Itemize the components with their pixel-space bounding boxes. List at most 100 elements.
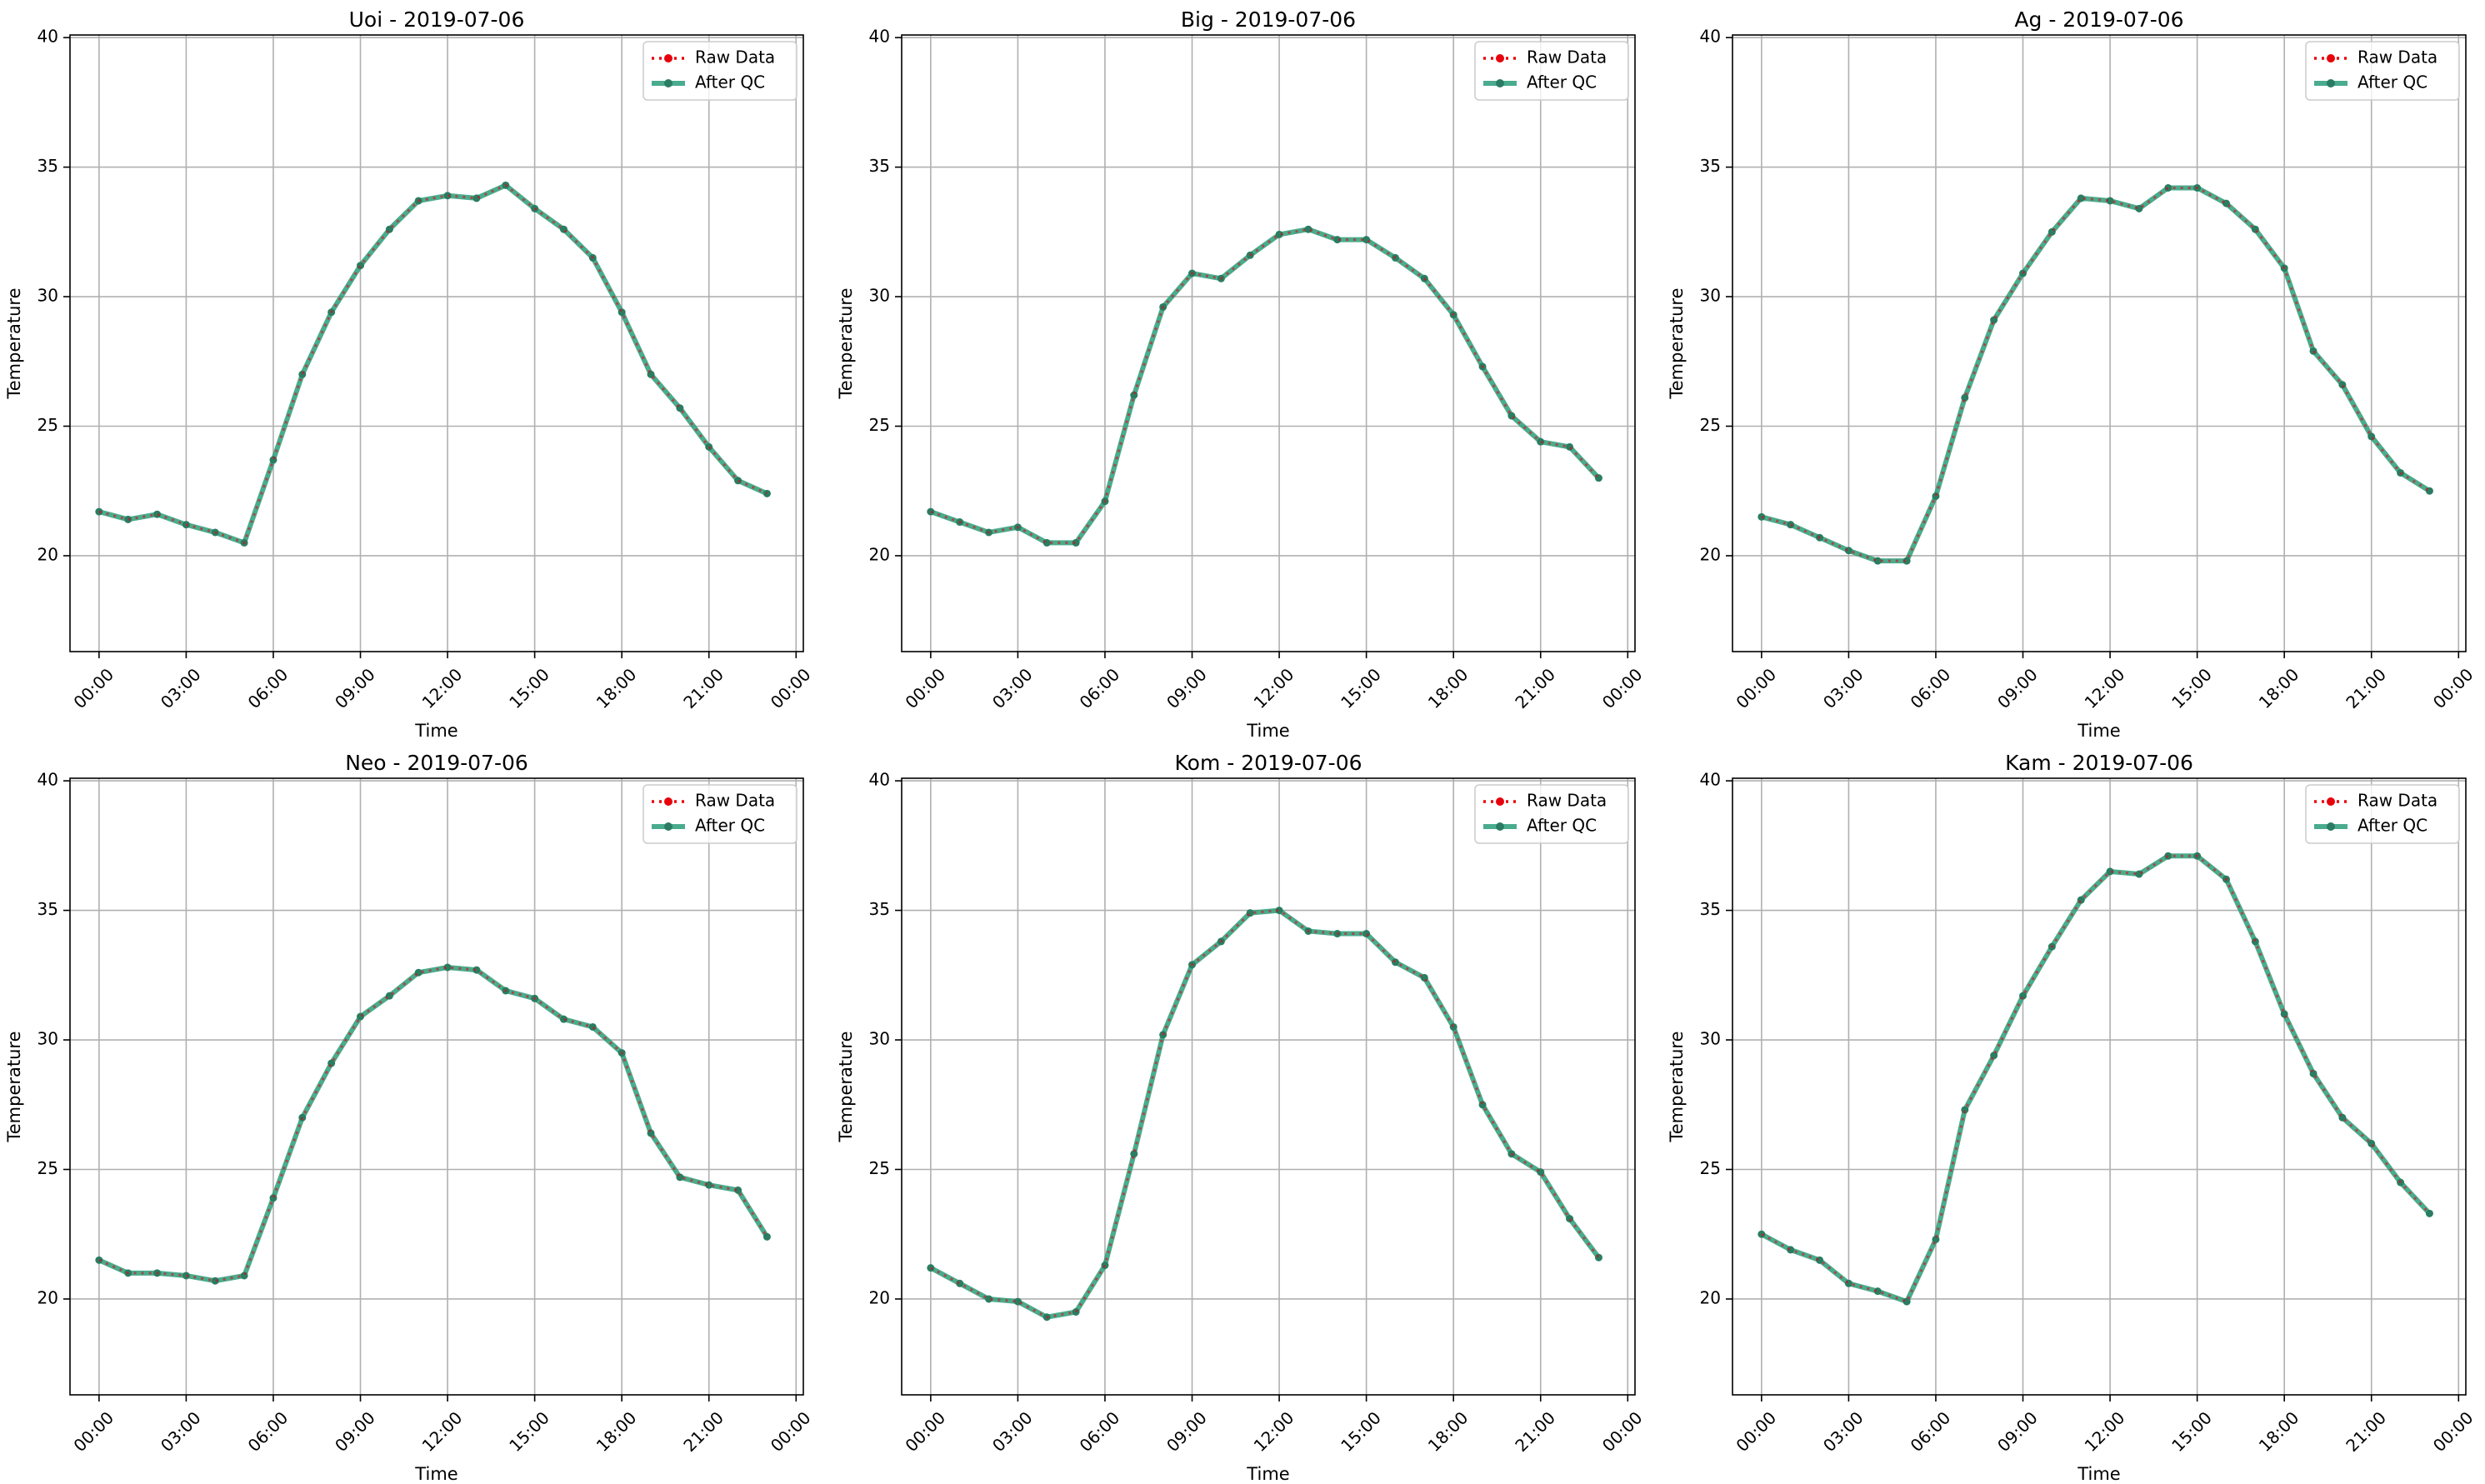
chart-6-series-after-qc-line	[1760, 853, 2432, 1305]
chart-5-legend-qc-marker	[1496, 822, 1504, 831]
chart-5-xtick-label: 06:00	[1076, 1407, 1124, 1456]
chart-6-xtick-label: 18:00	[2255, 1407, 2303, 1456]
chart-4-after-qc-point	[472, 966, 481, 974]
chart-6-xtick-label: 00:00	[1732, 1407, 1780, 1456]
chart-5-after-qc-point	[985, 1295, 993, 1303]
chart-3-panel: 00:00 03:00 06:00 09:00 12:00 15:00 18:00 21:00…	[1667, 7, 2478, 741]
chart-4-xtick-label: 00:00	[69, 1407, 118, 1456]
chart-2-title: Big - 2019-07-06	[1181, 7, 1356, 32]
chart-4-ytick-label: 40	[38, 770, 58, 790]
chart-6-x-axis-label: Time	[2077, 1464, 2120, 1484]
chart-3-xtick-label: 03:00	[1819, 664, 1868, 712]
chart-2-xtick-label: 09:00	[1162, 664, 1211, 712]
chart-6-after-qc-point	[2425, 1209, 2433, 1217]
chart-4-legend-raw-label: Raw Data	[695, 791, 775, 811]
chart-6-legend-raw-marker	[2327, 797, 2335, 806]
chart-3-legend-raw-marker	[2327, 54, 2335, 62]
chart-2-xtick-label: 00:00	[1598, 664, 1647, 712]
chart-6-xtick-label: 12:00	[2081, 1407, 2129, 1456]
chart-2-legend-qc-marker	[1496, 79, 1504, 87]
chart-1-title: Uoi - 2019-07-06	[349, 7, 525, 32]
chart-4-legend-raw-marker	[664, 797, 672, 806]
chart-2-y-axis-label: Temperature	[836, 287, 856, 399]
chart-2-after-qc-point	[1566, 442, 1574, 451]
chart-4-xtick-label: 12:00	[418, 1407, 467, 1456]
chart-6-after-qc-point	[2106, 867, 2114, 876]
chart-3-xtick-label: 00:00	[1732, 664, 1780, 712]
chart-6-legend-qc-marker	[2327, 822, 2335, 831]
chart-6-y-axis-label: Temperature	[1667, 1031, 1687, 1142]
chart-2-xtick-label: 12:00	[1250, 664, 1298, 712]
chart-2-xtick-label: 00:00	[901, 664, 949, 712]
chart-4-after-qc-point	[734, 1186, 742, 1194]
chart-3-after-qc-point	[2135, 204, 2143, 212]
chart-2-legend: Raw Data After QC	[1474, 41, 1629, 101]
chart-5-after-qc-point	[1449, 1022, 1458, 1031]
chart-3-ytick-label: 40	[1700, 27, 1721, 47]
chart-2-legend-raw-label: Raw Data	[1527, 47, 1607, 67]
chart-5-xtick-label: 15:00	[1337, 1407, 1385, 1456]
chart-5-after-qc-point	[1566, 1215, 1574, 1223]
chart-6-ytick-label: 25	[1700, 1158, 1721, 1178]
chart-6-xtick-label: 06:00	[1907, 1407, 1955, 1456]
chart-1-xtick-label: 03:00	[157, 664, 205, 712]
chart-5-after-qc-point	[1072, 1308, 1080, 1317]
chart-5-legend-qc-label: After QC	[1527, 816, 1597, 836]
chart-3-xtick-label: 06:00	[1907, 664, 1955, 712]
chart-1-legend-qc-marker	[664, 79, 672, 87]
chart-4-xtick-label: 21:00	[679, 1407, 728, 1456]
chart-4-legend-qc-marker	[664, 822, 672, 831]
chart-2-xtick-label: 18:00	[1424, 664, 1472, 712]
chart-4-y-axis-label: Temperature	[4, 1031, 24, 1142]
chart-4-legend-qc-label: After QC	[695, 816, 765, 836]
chart-1-after-qc-point	[357, 262, 365, 270]
chart-1-after-qc-point	[443, 192, 452, 200]
chart-4-plot-frame	[69, 777, 804, 1396]
chart-2-ytick-label: 20	[869, 544, 890, 564]
chart-6-xtick-label: 21:00	[2342, 1407, 2390, 1456]
chart-2-series-raw-data-line	[930, 227, 1600, 544]
chart-2-ytick-label: 25	[869, 415, 890, 435]
chart-6-legend-qc-label: After QC	[2358, 816, 2428, 836]
chart-5-ytick-label: 35	[869, 899, 890, 919]
chart-1-legend-raw-label: Raw Data	[695, 47, 775, 67]
chart-4-ytick-label: 30	[38, 1029, 58, 1049]
chart-3-x-axis-label: Time	[2077, 721, 2120, 741]
chart-4-series-after-qc-line	[98, 964, 769, 1284]
chart-3-after-qc-point	[2338, 381, 2347, 389]
chart-2-after-qc-point	[1275, 230, 1283, 238]
chart-6-after-qc-point	[2077, 896, 2085, 904]
chart-5-xtick-label: 09:00	[1162, 1407, 1211, 1456]
chart-6-ytick-label: 40	[1700, 770, 1721, 790]
chart-5-after-qc-point	[1275, 907, 1283, 915]
chart-6-ytick-label: 20	[1700, 1287, 1721, 1307]
chart-5-legend-raw-marker	[1496, 797, 1504, 806]
chart-5-series-after-qc-line	[929, 907, 1601, 1320]
chart-5-y-axis-label: Temperature	[836, 1031, 856, 1142]
chart-3-xtick-label: 09:00	[1993, 664, 2042, 712]
chart-2-after-qc-point	[1333, 236, 1342, 244]
chart-2-after-qc-point	[1072, 538, 1080, 547]
chart-3-series-raw-data-line	[1761, 186, 2431, 562]
chart-4-ytick-label: 35	[38, 899, 58, 919]
chart-2-ytick-label: 30	[869, 286, 890, 306]
chart-5-series-raw-data-line	[930, 909, 1600, 1319]
chart-1-plot-frame	[69, 34, 804, 652]
chart-4-xtick-label: 06:00	[244, 1407, 292, 1456]
chart-3-xtick-label: 18:00	[2255, 664, 2303, 712]
chart-2-ytick-label: 35	[869, 156, 890, 176]
chart-1-y-axis-label: Temperature	[4, 287, 24, 399]
chart-3-legend-raw-label: Raw Data	[2358, 47, 2438, 67]
chart-1-legend: Raw Data After QC	[642, 41, 798, 101]
chart-1-xtick-label: 18:00	[592, 664, 641, 712]
chart-3-series-after-qc-line	[1761, 185, 2432, 564]
chart-6-xtick-label: 09:00	[1993, 1407, 2042, 1456]
chart-6-after-qc-point	[1844, 1279, 1852, 1287]
chart-6-ytick-label: 35	[1700, 899, 1721, 919]
chart-5-after-qc-point	[1391, 958, 1399, 967]
chart-2-series-after-qc-line	[929, 227, 1601, 546]
chart-2-legend-qc-label: After QC	[1527, 72, 1597, 92]
chart-3-ytick-label: 35	[1700, 156, 1721, 176]
chart-4-xtick-label: 03:00	[157, 1407, 205, 1456]
chart-2-xtick-label: 06:00	[1076, 664, 1124, 712]
